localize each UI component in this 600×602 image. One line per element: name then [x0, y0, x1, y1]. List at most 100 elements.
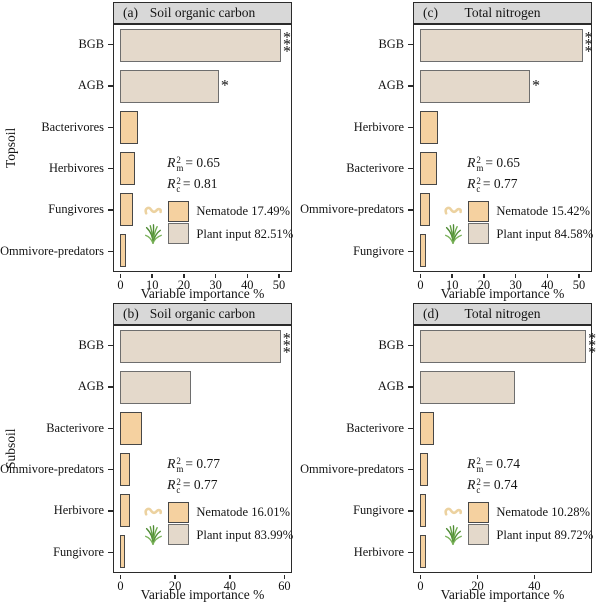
- y-category-text: BGB: [78, 338, 104, 353]
- y-category-text: Bacterivore: [346, 420, 404, 435]
- x-tick-label: 60: [278, 578, 291, 593]
- plant-legend-label: Plant input 84.58%: [496, 226, 594, 241]
- bar-band: [120, 189, 289, 230]
- bar-band: [120, 148, 289, 189]
- y-category-text: AGB: [77, 78, 104, 93]
- y-category-label: Ommivore-predators: [300, 189, 413, 230]
- bar-band: [120, 531, 289, 572]
- r-squared-conditional: R 2 c = 0.74: [467, 477, 520, 498]
- y-category-text: BGB: [378, 338, 404, 353]
- panel-title: Soil organic carbon: [149, 306, 256, 321]
- y-category-label: Ommivore-predators: [0, 449, 113, 490]
- y-category-text: Ommivore-predators: [0, 243, 104, 258]
- plant-swatch: [468, 523, 490, 545]
- star: *: [282, 330, 291, 348]
- bar-ommivore-predators: [420, 193, 430, 226]
- significance-stars: *: [221, 78, 229, 94]
- r-subscript: c: [176, 184, 181, 195]
- x-tick-mark: [151, 273, 153, 278]
- x-tick-mark: [229, 574, 231, 579]
- y-category-text: Fungivore: [353, 503, 404, 518]
- legend: Nematode 16.01% Plant input 83.99%: [142, 501, 293, 547]
- panel-letter: (d): [423, 306, 439, 321]
- legend-row-nematode: Nematode 17.49%: [142, 200, 293, 223]
- bar-band: *: [120, 66, 289, 107]
- panel-header: (b) Soil organic carbon: [113, 303, 292, 325]
- plant-swatch: [468, 222, 490, 244]
- r-squared-marginal: R 2 m = 0.74: [467, 456, 520, 477]
- bar-band: [420, 107, 589, 148]
- x-tick-label: 20: [168, 578, 182, 593]
- y-category-label: Fungivore: [0, 532, 113, 573]
- y-category-text: Bacterivore: [46, 420, 104, 435]
- panel-b: Subsoil (b) Soil organic carbon BGB AGB Bacte…: [0, 301, 300, 602]
- grass-icon: [442, 223, 464, 245]
- worm-icon: [442, 200, 464, 222]
- star: *: [283, 29, 292, 47]
- y-category-label: BGB: [0, 325, 113, 366]
- panel-header: (d) Total nitrogen: [413, 303, 592, 325]
- x-tick-mark: [246, 273, 249, 278]
- x-tick-label: 50: [272, 277, 286, 292]
- r-value: = 0.65: [185, 155, 220, 171]
- panel-title: Total nitrogen: [464, 5, 541, 20]
- panel-letter: (c): [423, 5, 438, 20]
- y-category-text: Herbivores: [48, 161, 104, 176]
- worm-icon: [142, 501, 164, 523]
- bar-band: [420, 449, 589, 490]
- bars-area: * * *: [120, 326, 291, 572]
- x-axis-title: Variable importance %: [440, 286, 565, 301]
- x-axis-title: Variable importance %: [140, 587, 265, 602]
- plot-area: * * * * R 2 m = 0.65 R 2 c = 0.77 Nematode 15.42% Pla…: [413, 24, 594, 272]
- x-tick-label: 20: [471, 578, 484, 593]
- x-tick-mark: [419, 273, 422, 278]
- x-tick-mark: [514, 273, 517, 278]
- bar-herbivores: [120, 152, 136, 185]
- r-letter: R: [467, 176, 476, 192]
- bar-band: * * *: [120, 25, 292, 66]
- r-superscript: 2: [476, 477, 481, 488]
- star: *: [283, 43, 292, 61]
- bar-band: [420, 490, 589, 531]
- x-tick-label: 0: [417, 578, 424, 593]
- x-tick-label: 40: [241, 277, 254, 292]
- x-tick-label: 40: [528, 578, 541, 593]
- x-tick-mark: [119, 574, 122, 579]
- bar-band: *: [420, 66, 589, 107]
- r-superscript: 2: [176, 155, 181, 166]
- nematode-legend-label: Nematode 16.01%: [196, 504, 291, 519]
- y-category-text: Ommivore-predators: [300, 462, 404, 477]
- y-category-text: Herbivore: [53, 503, 104, 518]
- y-category-text: Ommivore-predators: [300, 202, 404, 217]
- star: *: [588, 344, 597, 362]
- nematode-swatch: [468, 501, 490, 523]
- bar-fungivore: [420, 494, 427, 527]
- bar-band: [120, 367, 289, 408]
- r-letter: R: [167, 176, 176, 192]
- bar-band: [420, 408, 589, 449]
- r-subscript: c: [176, 485, 181, 496]
- bar-band: * * *: [420, 25, 593, 66]
- bar-band: [420, 148, 589, 189]
- bars-area: * * * *: [420, 25, 593, 271]
- r-letter: R: [167, 155, 176, 171]
- y-category-label: Ommivore-predators: [0, 231, 113, 272]
- r-letter: R: [467, 155, 476, 171]
- bar-band: [120, 449, 289, 490]
- worm-icon: [142, 200, 164, 222]
- significance-stars: *: [532, 78, 540, 94]
- plant-legend-label: Plant input 83.99%: [196, 527, 294, 542]
- r-squared-conditional: R 2 c = 0.77: [167, 477, 220, 498]
- star: *: [588, 337, 597, 355]
- bar-bgb: * * *: [120, 330, 291, 363]
- plant-swatch: [168, 222, 190, 244]
- bar-bacterivores: [120, 111, 138, 144]
- y-category-label: BGB: [0, 24, 113, 65]
- r-subscript: m: [176, 464, 184, 475]
- y-category-text: Bacterivore: [346, 161, 404, 176]
- star: *: [283, 36, 292, 54]
- bar-band: * * *: [420, 326, 596, 367]
